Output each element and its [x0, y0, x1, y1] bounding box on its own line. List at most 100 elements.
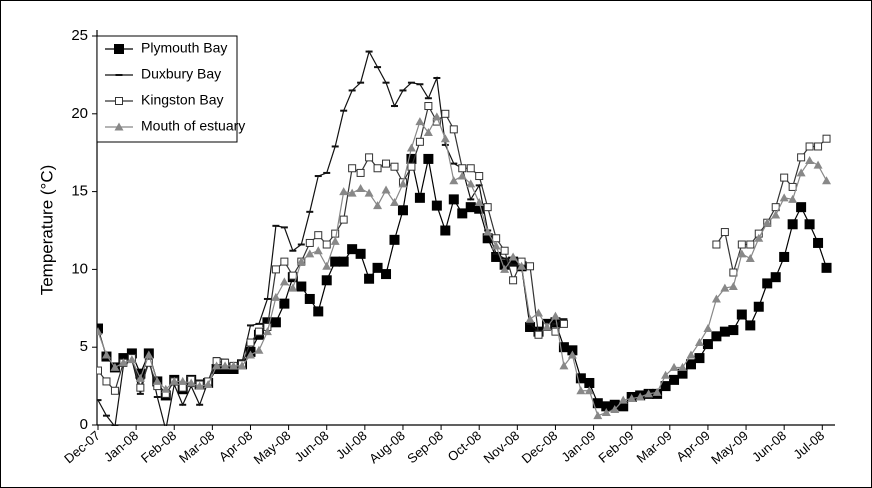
point [118, 353, 129, 364]
point [321, 275, 332, 286]
point [262, 327, 272, 336]
point [534, 330, 543, 339]
point [245, 350, 255, 359]
point [271, 292, 281, 301]
point [220, 361, 230, 370]
point [424, 102, 433, 111]
point [348, 164, 357, 173]
point [203, 380, 213, 389]
point [576, 386, 586, 395]
y-tick-label: 10 [71, 260, 88, 277]
point [440, 134, 450, 143]
point [669, 362, 679, 371]
point [796, 168, 806, 177]
plot-area [97, 49, 832, 426]
point [339, 187, 349, 196]
point [474, 203, 485, 214]
point [441, 109, 450, 118]
point [178, 383, 187, 392]
point [254, 345, 264, 354]
point [364, 188, 374, 197]
point [440, 225, 451, 236]
point [813, 237, 824, 248]
point [685, 359, 696, 370]
y-tick-label: 0 [80, 416, 88, 433]
point [279, 277, 289, 286]
point [669, 374, 680, 385]
point [526, 262, 535, 271]
point [330, 256, 341, 267]
point [406, 143, 416, 152]
point [720, 228, 729, 237]
point [431, 200, 442, 211]
point [212, 361, 222, 370]
point [813, 160, 823, 169]
y-tick-label: 5 [80, 338, 88, 355]
point [356, 183, 366, 192]
point [474, 197, 484, 206]
point [458, 164, 467, 173]
point [593, 411, 603, 420]
point [787, 219, 798, 230]
point [423, 153, 434, 164]
point [575, 373, 586, 384]
point [347, 244, 358, 255]
point [780, 173, 789, 182]
point [661, 370, 671, 379]
point [567, 345, 578, 356]
y-tick-label: 25 [71, 27, 88, 44]
legend-marker [114, 122, 124, 131]
point [644, 389, 654, 398]
point [694, 338, 704, 347]
point [331, 229, 340, 238]
point [305, 249, 315, 258]
point [746, 240, 755, 249]
point [135, 373, 145, 382]
point [381, 185, 391, 194]
point [389, 234, 400, 245]
point [534, 308, 544, 317]
point [414, 192, 425, 203]
point [195, 381, 205, 390]
point [660, 381, 671, 392]
point [322, 240, 331, 249]
point [822, 176, 832, 185]
legend-label: Mouth of estuary [141, 118, 245, 134]
point [136, 383, 145, 392]
point [550, 311, 560, 320]
point [169, 376, 179, 385]
point [745, 320, 756, 331]
point [711, 331, 722, 342]
point [398, 179, 408, 188]
point [491, 241, 501, 250]
point [804, 219, 815, 230]
point [796, 202, 807, 213]
point [728, 282, 738, 291]
point [102, 377, 111, 386]
point [296, 257, 306, 266]
point [635, 392, 645, 401]
point [449, 125, 458, 134]
point [609, 399, 620, 410]
point [144, 358, 153, 367]
point [779, 251, 790, 262]
point [390, 162, 399, 171]
point [305, 238, 314, 247]
point [465, 202, 476, 213]
point [407, 162, 416, 171]
point [338, 256, 349, 267]
point [381, 269, 392, 280]
point [254, 327, 263, 336]
point [736, 309, 747, 320]
point [550, 317, 561, 328]
point [475, 172, 484, 181]
point [229, 361, 239, 370]
point [492, 234, 501, 243]
point [270, 317, 281, 328]
point [525, 314, 535, 323]
point [508, 256, 519, 267]
point [432, 112, 442, 121]
point [110, 362, 120, 371]
point [372, 262, 383, 273]
point [509, 276, 518, 285]
